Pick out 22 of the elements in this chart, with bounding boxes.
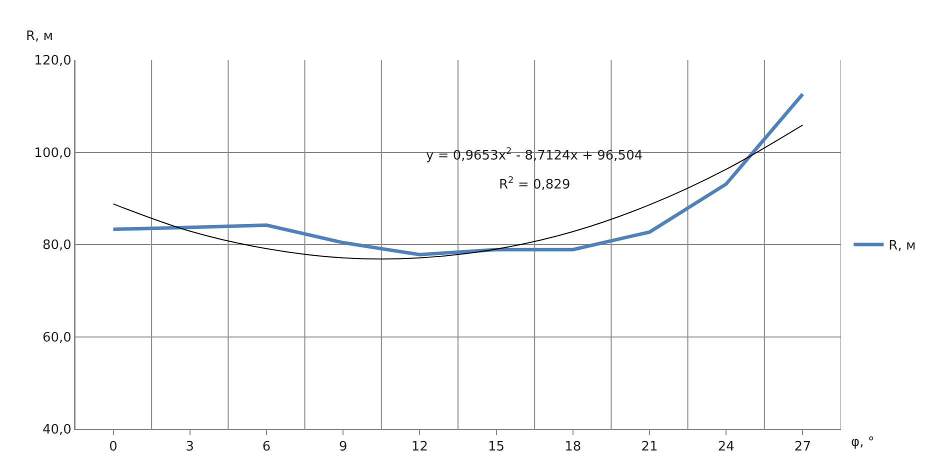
x-tick-label: 24: [718, 440, 734, 455]
y-tick-label: 80,0: [42, 238, 72, 254]
y-axis-title: R, м: [26, 29, 54, 44]
line-series: [112, 124, 804, 260]
x-tick-label: 15: [488, 440, 505, 455]
x-tick-label: 3: [186, 440, 194, 455]
x-tick-label: 9: [338, 440, 348, 455]
x-axis-title: φ, °: [851, 435, 874, 450]
line-series: [112, 92, 804, 256]
y-tick-label: 120,0: [34, 54, 72, 69]
x-tick-label: 0: [109, 440, 118, 455]
x-tick-label: 12: [411, 440, 428, 455]
x-tick-label: 21: [641, 440, 658, 455]
x-tick-label: 27: [794, 440, 811, 455]
y-tick-label: 40,0: [42, 422, 72, 438]
legend-label: R, м: [888, 238, 916, 254]
y-tick-label: 60,0: [42, 330, 72, 346]
y-tick-label: 100,0: [34, 146, 72, 161]
annotation: R$^{2}$ = 0,829: [499, 176, 570, 192]
x-tick-label: 18: [564, 440, 582, 455]
x-tick-label: 6: [262, 440, 271, 455]
annotation: y = 0,9653x$^{2}$ - 8,7124x + 96,504: [426, 147, 643, 164]
